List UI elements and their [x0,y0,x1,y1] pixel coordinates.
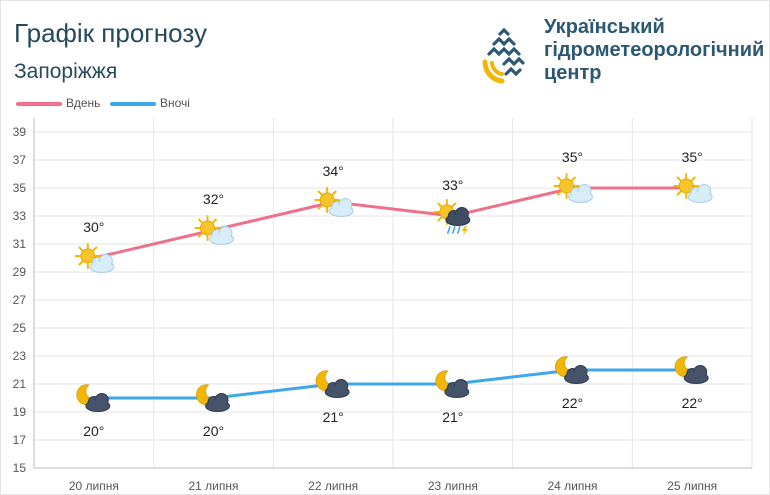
y-tick-label: 29 [13,265,27,279]
data-label-day: 30° [83,219,104,235]
data-label-night: 22° [562,395,583,411]
y-tick-label: 35 [13,181,27,195]
sun-cloud-icon [553,173,593,203]
y-tick-label: 23 [13,349,27,363]
data-label-night: 21° [323,409,344,425]
moon-cloud-icon [76,384,111,412]
x-tick-label: 20 липня [69,479,119,493]
org-line-2: гідрометеорологічний [544,39,765,61]
y-tick-label: 33 [13,209,27,223]
y-tick-label: 15 [13,461,27,475]
moon-cloud-icon [435,370,470,398]
moon-cloud-icon [674,356,709,384]
data-label-night: 20° [83,423,104,439]
x-tick-label: 22 липня [308,479,358,493]
x-tick-label: 21 липня [188,479,238,493]
legend-label-night: Вночі [160,96,190,110]
data-label-night: 21° [442,409,463,425]
y-tick-label: 31 [13,237,27,251]
y-tick-label: 25 [13,321,27,335]
y-tick-label: 17 [13,433,27,447]
org-line-1: Український [544,16,665,38]
y-tick-label: 19 [13,405,27,419]
sun-cloud-icon [194,215,234,245]
organization-name: Український гідрометеорологічний центр [544,16,764,85]
sun-cloud-icon [74,243,115,273]
legend-label-day: Вдень [66,96,101,110]
y-tick-label: 27 [13,293,27,307]
data-label-day: 34° [323,163,344,179]
x-tick-label: 24 липня [547,479,597,493]
series-line-day [93,186,693,260]
series-line-night [93,368,693,400]
legend-swatch-night [110,102,156,106]
sun-cloud-icon [314,187,354,217]
moon-cloud-icon [196,384,230,412]
x-tick-label: 23 липня [428,479,478,493]
legend-swatch-day [16,102,62,106]
data-label-night: 20° [203,423,224,439]
data-label-day: 35° [682,149,703,165]
x-tick-label: 25 липня [667,479,717,493]
data-label-day: 32° [203,191,224,207]
moon-cloud-icon [555,356,589,384]
sun-cloud-icon [673,173,713,203]
y-tick-label: 37 [13,153,27,167]
org-line-3: центр [544,62,602,84]
data-label-night: 22° [682,395,703,411]
y-tick-label: 39 [13,125,27,139]
page-title: Графік прогнозу [14,18,207,48]
y-tick-label: 21 [13,377,27,391]
sun-storm-icon [433,199,471,236]
city-name: Запоріжжя [14,60,118,83]
data-label-day: 35° [562,149,583,165]
moon-cloud-icon [315,370,350,398]
hydromet-logo-icon [482,27,525,84]
data-label-day: 33° [442,177,463,193]
